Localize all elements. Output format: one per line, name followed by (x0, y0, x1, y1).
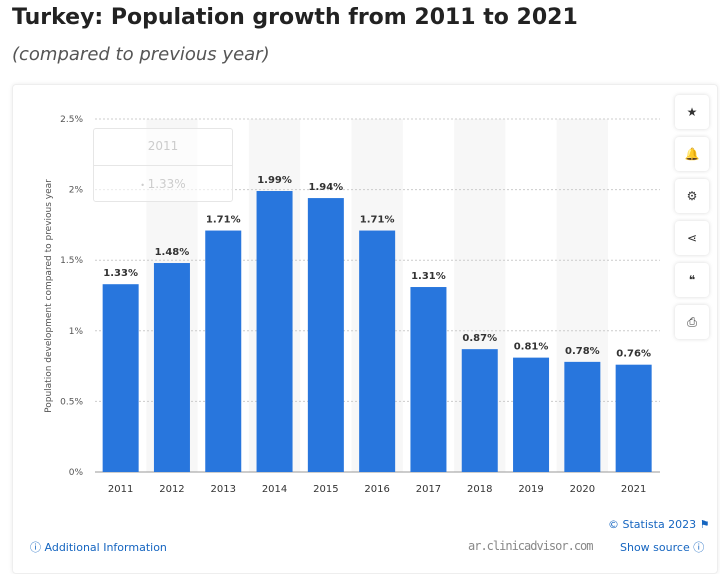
tooltip-title: 2011 (94, 129, 232, 166)
y-tick-label: 0% (69, 468, 84, 478)
show-source-link[interactable]: Show source ⓘ (620, 541, 705, 554)
gear-button[interactable]: ⚙ (675, 179, 709, 213)
tooltip: 2011 • 1.33% (93, 128, 233, 202)
y-tick-label: 2.5% (60, 115, 83, 125)
x-tick-label: 2021 (621, 484, 646, 495)
x-tick-label: 2017 (416, 484, 441, 495)
y-tick-label: 2% (69, 186, 84, 196)
watermark: ar.clinicadvisor.com (468, 539, 593, 553)
quote-icon: ❝ (688, 273, 696, 287)
data-label: 1.48% (155, 247, 190, 258)
y-tick-label: 0.5% (60, 397, 83, 407)
quote-button[interactable]: ❝ (675, 263, 709, 297)
x-tick-label: 2016 (364, 484, 389, 495)
bar-2020[interactable] (564, 361, 601, 472)
data-label: 1.31% (411, 271, 446, 282)
gear-icon: ⚙ (686, 189, 698, 203)
bar-2013[interactable] (205, 230, 242, 472)
copyright-link[interactable]: © Statista 2023 ⚑ (608, 518, 710, 531)
x-tick-label: 2015 (313, 484, 338, 495)
y-tick-label: 1.5% (60, 256, 83, 266)
data-label: 1.33% (103, 268, 138, 279)
additional-information-link[interactable]: ⓘ Additional Information (30, 541, 167, 554)
x-tick-label: 2013 (211, 484, 236, 495)
print-button[interactable]: ⎙ (675, 305, 709, 339)
share-button[interactable]: ⋖ (675, 221, 709, 255)
bell-icon: 🔔 (684, 147, 700, 161)
star-button[interactable]: ★ (675, 95, 709, 129)
data-label: 1.99% (257, 175, 292, 186)
x-tick-label: 2019 (518, 484, 543, 495)
bar-2014[interactable] (256, 191, 293, 472)
page-subtitle: (compared to previous year) (12, 44, 270, 65)
data-label: 0.78% (565, 346, 600, 357)
data-label: 1.94% (308, 182, 343, 193)
data-label: 0.87% (462, 333, 497, 344)
bar-2015[interactable] (307, 198, 344, 472)
bar-2011[interactable] (102, 284, 139, 472)
data-label: 0.81% (514, 342, 549, 353)
share-icon: ⋖ (686, 231, 698, 245)
print-icon: ⎙ (687, 314, 697, 329)
bar-2017[interactable] (410, 287, 447, 472)
bar-2018[interactable] (461, 349, 498, 472)
copyright-label: © Statista 2023 (608, 518, 697, 531)
bar-2016[interactable] (359, 230, 396, 472)
data-label: 1.71% (206, 215, 241, 226)
bar-2019[interactable] (513, 357, 550, 472)
show-source-label: Show source (620, 541, 690, 554)
y-axis-label: Population development compared to previ… (44, 179, 54, 413)
x-tick-label: 2012 (159, 484, 184, 495)
x-tick-label: 2011 (108, 484, 133, 495)
page-title: Turkey: Population growth from 2011 to 2… (12, 5, 578, 30)
star-icon: ★ (686, 105, 698, 119)
y-tick-label: 1% (69, 327, 84, 337)
x-tick-label: 2014 (262, 484, 287, 495)
data-label: 1.71% (360, 215, 395, 226)
x-tick-label: 2020 (570, 484, 595, 495)
bar-2012[interactable] (153, 263, 190, 472)
tooltip-value: 1.33% (147, 177, 186, 191)
x-tick-label: 2018 (467, 484, 492, 495)
bell-button[interactable]: 🔔 (675, 137, 709, 171)
bar-2021[interactable] (615, 364, 652, 472)
additional-information-label: Additional Information (44, 541, 167, 554)
data-label: 0.76% (616, 349, 651, 360)
